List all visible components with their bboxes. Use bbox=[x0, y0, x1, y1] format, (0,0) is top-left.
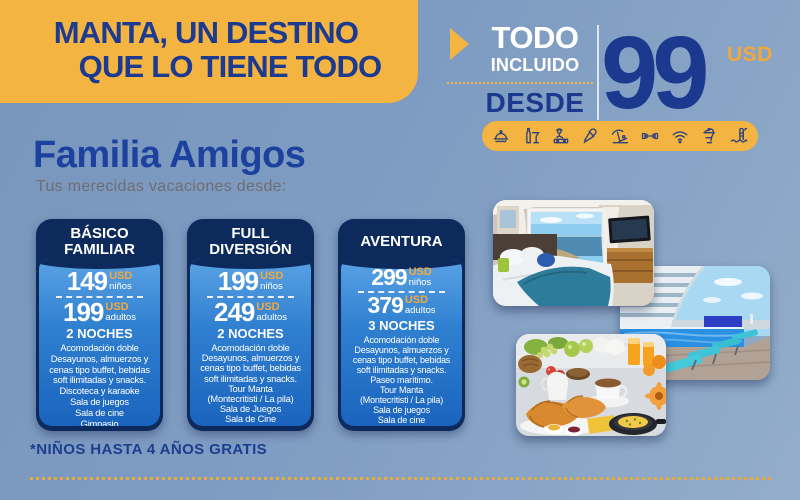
price-adult-audience: adultos bbox=[404, 305, 436, 316]
dumbbell-icon bbox=[640, 126, 660, 146]
wifi-icon bbox=[670, 126, 690, 146]
price-child: 299 USD niños bbox=[341, 264, 462, 290]
beach-lounger-icon bbox=[610, 126, 630, 146]
package-body: 299 USD niños 379 USD adultos 3 NOCHES A… bbox=[341, 259, 462, 426]
nights-label: 2 NOCHES bbox=[217, 326, 284, 341]
price-child-audience: niños bbox=[260, 280, 283, 292]
feature-item: Acomodación doble bbox=[363, 335, 440, 345]
feature-item: Sala de juegos bbox=[70, 396, 129, 407]
section-title: Familia Amigos bbox=[33, 134, 306, 176]
price-adult-currency: USD bbox=[404, 294, 429, 306]
price-child-currency: USD bbox=[260, 269, 284, 282]
offer-label-todo: TODO bbox=[491, 20, 580, 55]
breakfast-photo bbox=[516, 334, 666, 436]
price-adult: 249 USD adultos bbox=[190, 297, 311, 327]
price-child: 149 USD niños bbox=[39, 266, 160, 296]
price-child-amount: 199 bbox=[217, 266, 259, 296]
feature-item: Discoteca y karaoke bbox=[59, 386, 140, 397]
headline-line1: MANTA, UN DESTINO bbox=[53, 14, 359, 50]
feature-item: Gimnasio bbox=[346, 425, 457, 426]
bottom-dotted-divider bbox=[30, 477, 771, 480]
offer-vertical-divider bbox=[597, 25, 599, 120]
price-adult-currency: USD bbox=[256, 300, 280, 313]
feature-list: Acomodación doble Desayunos, almuerzos y… bbox=[341, 333, 462, 426]
feature-item: Sala de Cine bbox=[225, 414, 276, 425]
offer-currency: USD bbox=[727, 43, 773, 66]
price-separator bbox=[55, 296, 144, 298]
price-adult-currency: USD bbox=[105, 300, 129, 313]
package-card-basico-familiar: BÁSICO FAMILIAR 149 USD niños 199 USD ad… bbox=[36, 219, 163, 431]
feature-item: Acomodación doble bbox=[211, 343, 290, 353]
price-adult: 199 USD adultos bbox=[39, 297, 160, 327]
offer-label-incluido: INCLUIDO bbox=[490, 55, 580, 75]
feature-item: Desayunos, almuerzos y cenas tipo buffet… bbox=[200, 353, 301, 384]
price-child-amount: 299 bbox=[371, 264, 407, 290]
section-subtitle: Tus merecidas vacaciones desde: bbox=[36, 178, 287, 195]
feature-item: Tour Manta bbox=[379, 385, 424, 395]
feature-item: Gimnasio bbox=[195, 425, 306, 426]
package-card-aventura: AVENTURA 299 USD niños 379 USD adultos 3… bbox=[338, 219, 465, 431]
price-child-audience: niños bbox=[408, 277, 432, 288]
feature-item: Sala de cine bbox=[377, 415, 426, 425]
feature-item: Sala de juegos bbox=[373, 405, 430, 415]
feature-list: Acomodación doble Desayunos, almuerzos y… bbox=[39, 341, 160, 426]
play-triangle-icon bbox=[450, 28, 469, 60]
price-adult-audience: adultos bbox=[105, 311, 137, 323]
package-title: AVENTURA bbox=[360, 232, 443, 250]
hotel-room-photo bbox=[493, 200, 654, 306]
feature-item: Sala de Juegos bbox=[219, 404, 282, 415]
offer-dotted-divider bbox=[447, 82, 593, 84]
feature-item: Paseo marítimo. bbox=[370, 375, 433, 385]
feature-item: Tour Manta bbox=[228, 383, 273, 394]
price-child-currency: USD bbox=[109, 269, 133, 282]
dj-icon bbox=[551, 126, 571, 146]
feature-list: Acomodación doble Desayunos, almuerzos y… bbox=[190, 341, 311, 426]
feature-item: (Montecritisti / La pila) bbox=[207, 394, 294, 405]
feature-item: (Montecritisti / La pila) bbox=[359, 395, 444, 405]
drinks-icon bbox=[521, 126, 541, 146]
price-separator bbox=[206, 296, 295, 298]
price-adult-amount: 379 bbox=[367, 292, 403, 318]
footnote: *NIÑOS HASTA 4 AÑOS GRATIS bbox=[30, 441, 268, 458]
package-title: BÁSICO FAMILIAR bbox=[64, 224, 135, 258]
offer-price: 99 bbox=[601, 15, 710, 130]
price-child: 199 USD niños bbox=[190, 266, 311, 296]
dessert-icon bbox=[699, 126, 719, 146]
package-body: 149 USD niños 199 USD adultos 2 NOCHES A… bbox=[39, 259, 160, 426]
headline-banner: MANTA, UN DESTINO QUE LO TIENE TODO bbox=[0, 0, 418, 103]
nights-label: 3 NOCHES bbox=[368, 318, 435, 333]
price-adult: 379 USD adultos bbox=[341, 292, 462, 318]
price-child-amount: 149 bbox=[66, 266, 108, 296]
cloche-icon bbox=[491, 126, 511, 146]
package-card-full-diversion: FULL DIVERSIÓN 199 USD niños 249 USD adu… bbox=[187, 219, 314, 431]
price-separator bbox=[357, 291, 446, 293]
package-title: FULL DIVERSIÓN bbox=[209, 224, 292, 258]
offer-label-desde: DESDE bbox=[485, 87, 585, 118]
feature-item: Gimnasio bbox=[80, 418, 119, 426]
price-adult-amount: 199 bbox=[62, 297, 104, 327]
headline-line2: QUE LO TIENE TODO bbox=[78, 48, 383, 84]
package-body: 199 USD niños 249 USD adultos 2 NOCHES A… bbox=[190, 259, 311, 426]
nights-label: 2 NOCHES bbox=[66, 326, 133, 341]
price-child-currency: USD bbox=[408, 266, 432, 278]
feature-item: Desayunos, almuerzos y cenas tipo buffet… bbox=[352, 345, 451, 375]
price-adult-audience: adultos bbox=[256, 311, 288, 323]
pool-ladder-icon bbox=[729, 126, 749, 146]
feature-item: Sala de cine bbox=[75, 407, 124, 418]
feature-item: Desayunos, almuerzos y cenas tipo buffet… bbox=[49, 353, 150, 386]
price-child-audience: niños bbox=[109, 280, 132, 292]
amenities-bar bbox=[482, 121, 758, 151]
price-adult-amount: 249 bbox=[213, 297, 255, 327]
microphone-icon bbox=[580, 126, 600, 146]
feature-item: Acomodación doble bbox=[60, 343, 139, 353]
